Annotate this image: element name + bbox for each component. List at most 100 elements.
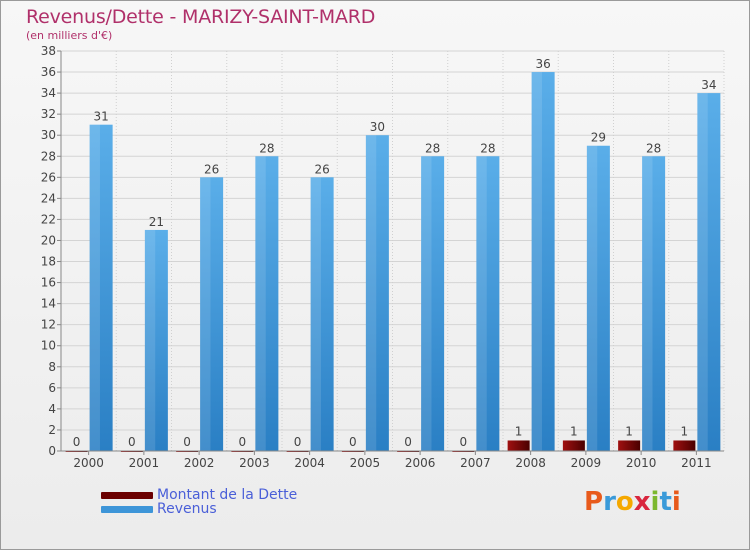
bar-dette bbox=[673, 440, 696, 451]
data-label-dette: 0 bbox=[460, 435, 468, 449]
x-tick-label: 2009 bbox=[571, 456, 602, 470]
data-label-revenus: 31 bbox=[93, 110, 108, 124]
x-tick-label: 2010 bbox=[626, 456, 657, 470]
bar-revenus-highlight bbox=[310, 177, 321, 451]
x-tick-label: 2003 bbox=[239, 456, 270, 470]
logo-letter: t bbox=[659, 487, 672, 517]
bar-revenus bbox=[89, 124, 113, 452]
bar-revenus-highlight bbox=[476, 156, 487, 451]
proxiti-logo: Proxiti bbox=[584, 487, 681, 517]
bar-revenus bbox=[476, 156, 500, 451]
x-tick-label: 2001 bbox=[129, 456, 160, 470]
data-label-dette: 1 bbox=[625, 424, 633, 438]
data-label-revenus: 36 bbox=[535, 57, 550, 71]
logo-letter: r bbox=[603, 487, 616, 517]
data-labels: 0 31 0 21 0 26 0 28 0 26 0 30 0 28 0 28 1 36 1 29 1 28 1 34 bbox=[73, 57, 717, 449]
data-label-dette: 0 bbox=[294, 435, 302, 449]
y-tick-label: 18 bbox=[41, 255, 56, 269]
y-tick-label: 12 bbox=[41, 318, 56, 332]
logo-letter: i bbox=[650, 487, 660, 517]
x-tick-label: 2004 bbox=[294, 456, 325, 470]
bar-revenus bbox=[586, 145, 610, 451]
x-axis: 2000 2001 2002 2003 2004 2005 2006 2007 2008 2009… bbox=[61, 450, 724, 470]
x-tick-label: 2000 bbox=[73, 456, 104, 470]
bar-revenus-highlight bbox=[421, 156, 432, 451]
data-label-revenus: 28 bbox=[646, 141, 661, 155]
data-label-dette: 1 bbox=[681, 424, 689, 438]
bar-dette bbox=[507, 440, 530, 451]
bar-revenus-highlight bbox=[586, 145, 598, 451]
y-tick-label: 38 bbox=[41, 44, 56, 58]
data-label-dette: 0 bbox=[239, 435, 247, 449]
bar-revenus-highlight bbox=[531, 72, 542, 451]
data-label-revenus: 26 bbox=[314, 162, 329, 176]
bar-dette bbox=[618, 440, 641, 451]
y-tick-label: 34 bbox=[41, 86, 56, 100]
bar-revenus-highlight bbox=[697, 93, 708, 452]
logo-letter: i bbox=[671, 487, 681, 517]
logo-letter: x bbox=[633, 487, 651, 517]
y-tick-label: 0 bbox=[48, 444, 56, 458]
data-label-revenus: 21 bbox=[149, 215, 164, 229]
legend-item-dette: Montant de la Dette bbox=[101, 487, 298, 503]
grid-lines bbox=[60, 50, 725, 452]
chart-title: Revenus/Dette - MARIZY-SAINT-MARD bbox=[26, 6, 376, 28]
x-tick-label: 2005 bbox=[350, 456, 381, 470]
bar-revenus-highlight bbox=[642, 156, 653, 451]
data-label-dette: 1 bbox=[515, 424, 523, 438]
bar-revenus bbox=[255, 156, 279, 451]
x-tick-label: 2002 bbox=[184, 456, 215, 470]
y-tick-label: 2 bbox=[48, 423, 56, 437]
y-tick-label: 20 bbox=[41, 233, 56, 247]
data-label-dette: 0 bbox=[349, 435, 357, 449]
y-tick-label: 24 bbox=[41, 191, 56, 205]
y-tick-label: 6 bbox=[48, 381, 56, 395]
data-label-dette: 0 bbox=[128, 435, 136, 449]
x-tick-label: 2011 bbox=[681, 456, 712, 470]
bar-revenus-highlight bbox=[89, 124, 100, 452]
legend-swatch-revenus bbox=[101, 505, 153, 513]
y-tick-label: 36 bbox=[41, 65, 56, 79]
data-label-revenus: 28 bbox=[259, 141, 274, 155]
bar-revenus bbox=[642, 156, 666, 451]
data-label-revenus: 34 bbox=[701, 78, 716, 92]
legend-label-dette: Montant de la Dette bbox=[157, 487, 298, 503]
y-tick-label: 16 bbox=[41, 276, 56, 290]
legend-item-revenus: Revenus bbox=[101, 501, 217, 517]
bar-revenus-highlight bbox=[365, 135, 377, 452]
bar-revenus bbox=[310, 177, 334, 451]
bar-revenus-highlight bbox=[144, 229, 156, 451]
legend-swatch-dette bbox=[101, 491, 153, 499]
bar-revenus bbox=[365, 135, 389, 452]
data-label-revenus: 30 bbox=[370, 120, 385, 134]
x-tick-label: 2006 bbox=[405, 456, 436, 470]
bar-dette bbox=[562, 440, 585, 451]
data-label-dette: 0 bbox=[404, 435, 412, 449]
y-tick-label: 8 bbox=[48, 360, 56, 374]
data-label-dette: 0 bbox=[73, 435, 81, 449]
bars bbox=[65, 72, 721, 452]
chart-subtitle: (en milliers d'€) bbox=[26, 29, 113, 42]
bar-revenus bbox=[697, 93, 721, 452]
bar-revenus-highlight bbox=[200, 177, 211, 451]
data-label-revenus: 28 bbox=[425, 141, 440, 155]
y-tick-label: 32 bbox=[41, 107, 56, 121]
data-label-dette: 0 bbox=[183, 435, 191, 449]
bar-revenus-highlight bbox=[255, 156, 266, 451]
x-tick-label: 2007 bbox=[460, 456, 491, 470]
logo-letter: o bbox=[615, 487, 634, 517]
data-label-revenus: 28 bbox=[480, 141, 495, 155]
bar-revenus bbox=[531, 72, 555, 451]
bar-revenus bbox=[421, 156, 445, 451]
bar-revenus bbox=[144, 229, 168, 451]
bar-revenus bbox=[200, 177, 224, 451]
y-tick-label: 30 bbox=[41, 128, 56, 142]
legend-label-revenus: Revenus bbox=[157, 501, 217, 517]
y-tick-label: 10 bbox=[41, 339, 56, 353]
x-tick-label: 2008 bbox=[515, 456, 546, 470]
y-tick-label: 26 bbox=[41, 170, 56, 184]
data-label-revenus: 29 bbox=[591, 131, 606, 145]
